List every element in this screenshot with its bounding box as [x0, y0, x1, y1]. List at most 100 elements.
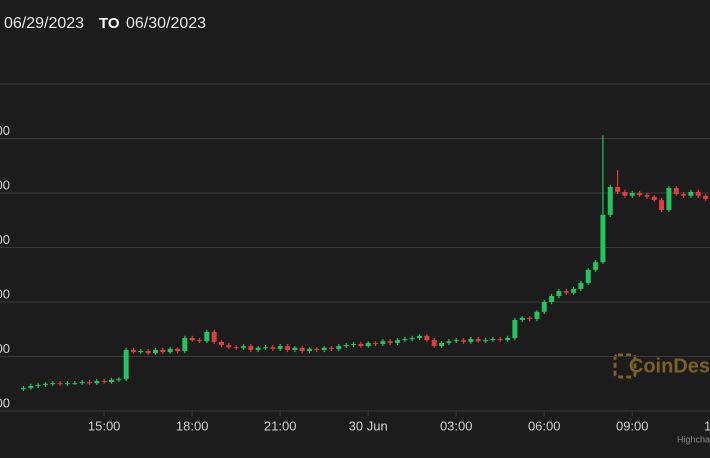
candle-body — [549, 296, 555, 302]
watermark: CoinDes — [629, 355, 710, 377]
candle-body — [138, 351, 144, 353]
candle-body — [365, 342, 371, 347]
candle-body — [512, 319, 518, 338]
candle-body — [585, 269, 591, 283]
candle-body — [688, 191, 694, 196]
candle-body — [644, 195, 650, 197]
candle-body — [321, 347, 327, 350]
candle-body — [395, 340, 401, 343]
x-tick-label: 18:00 — [176, 418, 209, 433]
candle-body — [314, 348, 320, 350]
candle-body — [189, 337, 195, 341]
candle-body — [659, 200, 665, 210]
y-tick-label: 30,600 — [0, 232, 10, 247]
candle-body — [50, 383, 56, 385]
candle-body — [182, 337, 188, 352]
x-tick-label: 03:00 — [440, 418, 473, 433]
candle-body — [94, 381, 100, 384]
candle-body — [130, 349, 136, 353]
candle-body — [108, 379, 114, 383]
candle-body — [468, 339, 474, 342]
x-tick-label: 15:00 — [88, 418, 121, 433]
candle-body — [299, 347, 305, 352]
candle-body — [505, 337, 511, 341]
candle-body — [116, 378, 122, 380]
candle-body — [519, 317, 525, 320]
candle-body — [42, 383, 48, 385]
candle-body — [64, 383, 70, 385]
candle-body — [277, 346, 283, 349]
candle-body — [695, 191, 701, 196]
candle-body — [703, 195, 709, 199]
candle-body — [387, 341, 393, 343]
candle-body — [380, 341, 386, 344]
candle-body — [534, 311, 540, 319]
candles — [20, 135, 709, 391]
candle-body — [145, 351, 151, 354]
candle-body — [160, 349, 166, 353]
candle-body — [270, 347, 276, 349]
candle-body — [197, 340, 203, 342]
candle-body — [424, 335, 430, 341]
candle-body — [475, 339, 481, 342]
candle-body — [571, 288, 577, 293]
candle-body — [615, 187, 621, 192]
x-tick-label: 06:00 — [528, 418, 561, 433]
x-tick-label: 12:00 — [704, 418, 710, 433]
candle-body — [86, 382, 92, 384]
candle-body — [20, 388, 26, 390]
candle-body — [79, 382, 85, 384]
candle-body — [497, 339, 503, 341]
candle-body — [204, 331, 210, 342]
candle-body — [248, 346, 254, 350]
candle-body — [167, 348, 173, 353]
candle-body — [285, 346, 291, 350]
candle-body — [681, 194, 687, 196]
credit: Highcha — [677, 434, 710, 444]
candle-body — [453, 340, 459, 342]
date-to: 06/30/2023 — [126, 15, 206, 32]
y-tick-label: 30,500 — [0, 286, 10, 301]
candle-body — [241, 346, 247, 348]
candle-body — [233, 347, 239, 349]
candle-body — [123, 349, 129, 379]
y-tick-label: 30,800 — [0, 123, 10, 138]
candle-body — [57, 383, 63, 385]
candle-body — [175, 348, 180, 352]
candle-body — [490, 339, 496, 341]
candle-body — [666, 188, 672, 210]
candle-body — [402, 339, 408, 341]
candle-body — [439, 342, 445, 347]
watermark-logo — [613, 353, 637, 379]
candle-body — [607, 187, 613, 215]
candle-body — [255, 347, 261, 350]
candle-body — [329, 347, 335, 349]
candle-body — [556, 291, 562, 297]
candle-body — [629, 193, 635, 196]
candle-body — [527, 317, 533, 319]
candle-body — [417, 335, 423, 338]
candle-body — [600, 214, 606, 263]
candle-body — [446, 341, 452, 343]
x-tick-label: 21:00 — [264, 418, 297, 433]
candle-body — [263, 347, 269, 349]
candle-body — [152, 349, 158, 354]
y-tick-label: 30,700 — [0, 177, 10, 192]
candle-body — [622, 191, 628, 196]
candle-body — [219, 341, 225, 346]
y-tick-label: 30,300 — [0, 395, 10, 410]
candle-body — [409, 337, 415, 340]
date-from: 06/29/2023 — [4, 15, 84, 32]
x-tick-label: 30 Jun — [349, 418, 388, 433]
candle-body — [541, 302, 547, 312]
candle-body — [373, 342, 379, 344]
candle-body — [292, 347, 298, 350]
candle-body — [483, 340, 489, 342]
candle-body — [358, 343, 364, 347]
candle-body — [226, 345, 232, 348]
candle-body — [35, 384, 41, 386]
candle-body — [211, 331, 217, 342]
candle-body — [593, 262, 599, 270]
x-tick-label: 09:00 — [616, 418, 649, 433]
